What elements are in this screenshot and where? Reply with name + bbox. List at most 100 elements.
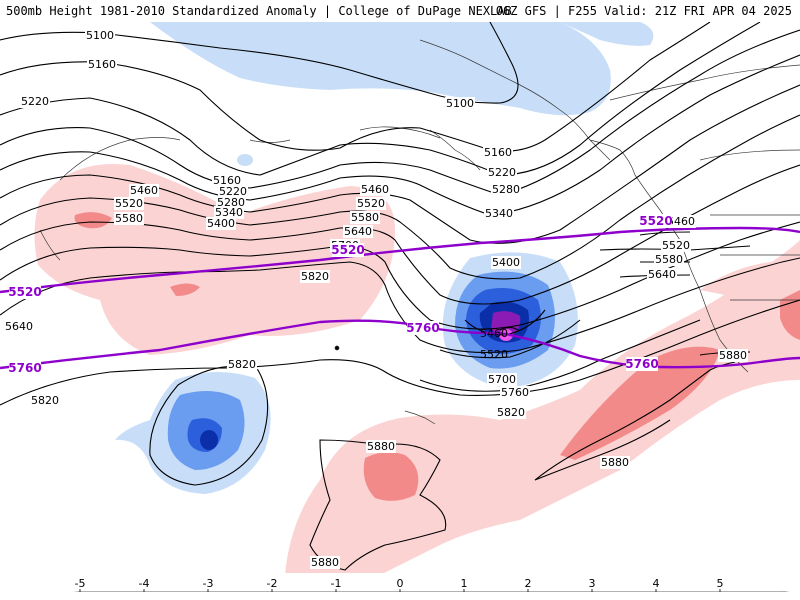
svg-text:5580: 5580 (351, 211, 379, 224)
purple-label: 5520 (8, 285, 42, 299)
contour-label: 5160 (483, 146, 513, 159)
colorbar-tick-label: -4 (139, 577, 150, 590)
contour-label: 5220 (20, 95, 50, 108)
contour-label: 5220 (487, 166, 517, 179)
contour-label: 5340 (484, 207, 514, 220)
svg-text:5760: 5760 (625, 357, 658, 371)
colorbar-tick-label: -5 (75, 577, 86, 590)
purple-label: 5520 (331, 243, 365, 257)
colorbar-tick-label: 2 (525, 577, 532, 590)
purple-contours (0, 226, 800, 370)
contour-label: 5100 (445, 97, 475, 110)
svg-text:5340: 5340 (215, 206, 243, 219)
colorbar-tick-label: 1 (461, 577, 468, 590)
svg-text:5820: 5820 (31, 394, 59, 407)
contour-label: 5520 (114, 197, 144, 210)
model-run-info: 06Z GFS | F255 Valid: 21Z FRI APR 04 202… (495, 4, 792, 18)
svg-text:5820: 5820 (497, 406, 525, 419)
svg-text:5520: 5520 (8, 285, 41, 299)
purple-label-layer: 5520 5520 5520 5760 5760 5760 (8, 214, 673, 375)
contour-label: 5520 (356, 197, 386, 210)
colorbar-tick-label: -1 (331, 577, 342, 590)
svg-text:5820: 5820 (228, 358, 256, 371)
colorbar-ticks: -5 -4 -3 -2 -1 0 1 2 3 4 5 (75, 577, 724, 592)
contour-label: 5400 (206, 217, 236, 230)
svg-text:5760: 5760 (8, 361, 41, 375)
colorbar-tick-label: 5 (717, 577, 724, 590)
svg-text:5100: 5100 (446, 97, 474, 110)
svg-text:5580: 5580 (655, 253, 683, 266)
svg-text:5160: 5160 (213, 174, 241, 187)
svg-text:5520: 5520 (639, 214, 672, 228)
svg-text:5640: 5640 (5, 320, 33, 333)
contour-label: 5820 (227, 358, 257, 371)
svg-text:5220: 5220 (21, 95, 49, 108)
svg-text:5220: 5220 (219, 185, 247, 198)
svg-text:5880: 5880 (601, 456, 629, 469)
svg-text:5100: 5100 (86, 29, 114, 42)
contour-label: 5580 (114, 212, 144, 225)
contour-label: 5160 (212, 174, 242, 187)
map-title: 500mb Height 1981-2010 Standardized Anom… (6, 4, 512, 18)
svg-text:5160: 5160 (484, 146, 512, 159)
svg-text:5760: 5760 (501, 386, 529, 399)
contour-label: 5880 (310, 556, 340, 569)
purple-label: 5760 (8, 361, 42, 375)
contour-label: 5460 (360, 183, 390, 196)
contour-label: 5460 (666, 215, 696, 228)
contour-label: 5700 (487, 373, 517, 386)
svg-text:5520: 5520 (662, 239, 690, 252)
contour-label: 5820 (496, 406, 526, 419)
contour-label: 5280 (216, 196, 246, 209)
svg-text:5520: 5520 (115, 197, 143, 210)
contour-label: 5760 (500, 386, 530, 399)
contour-label: 5640 (343, 225, 373, 238)
svg-text:5460: 5460 (130, 184, 158, 197)
map-header: 500mb Height 1981-2010 Standardized Anom… (0, 0, 800, 23)
svg-text:5580: 5580 (115, 212, 143, 225)
pos-anomaly-north-pacific (34, 164, 395, 355)
colorbar-tick-label: 4 (653, 577, 660, 590)
contour-label: 5160 (87, 58, 117, 71)
svg-text:5520: 5520 (480, 348, 508, 361)
contour-label: 5820 (30, 394, 60, 407)
contour-label: 5280 (491, 183, 521, 196)
svg-text:5400: 5400 (207, 217, 235, 230)
colorbar-tick-label: 3 (589, 577, 596, 590)
contour-label: 5220 (218, 185, 248, 198)
colorbar-tick-label: -2 (267, 577, 278, 590)
svg-text:5460: 5460 (480, 327, 508, 340)
svg-text:5820: 5820 (301, 270, 329, 283)
contour-label: 5640 (647, 268, 677, 281)
colorbar-tick-label: 0 (397, 577, 404, 590)
contour-label: 5520 (661, 239, 691, 252)
contour-label: 5100 (85, 29, 115, 42)
svg-text:5700: 5700 (488, 373, 516, 386)
svg-text:5880: 5880 (311, 556, 339, 569)
svg-text:5340: 5340 (485, 207, 513, 220)
contour-label: 5640 (4, 320, 34, 333)
svg-text:5280: 5280 (217, 196, 245, 209)
contour-label: 5400 (491, 256, 521, 269)
svg-text:5460: 5460 (361, 183, 389, 196)
contour-label: 5340 (214, 206, 244, 219)
colorbar: -5 -4 -3 -2 -1 0 1 2 3 4 5 (0, 573, 800, 592)
contour-label-layer: 5100 5160 5220 5100 5160 5220 5280 5340 … (4, 29, 748, 569)
svg-text:5520: 5520 (331, 243, 364, 257)
contour-label: 5880 (600, 456, 630, 469)
neg-anomaly-alaska (150, 22, 611, 116)
purple-label: 5760 (625, 357, 659, 371)
svg-text:5280: 5280 (492, 183, 520, 196)
svg-text:5220: 5220 (488, 166, 516, 179)
purple-label: 5520 (639, 214, 673, 228)
svg-text:5760: 5760 (406, 321, 439, 335)
svg-text:5160: 5160 (88, 58, 116, 71)
purple-label: 5760 (406, 321, 440, 335)
svg-text:5400: 5400 (492, 256, 520, 269)
svg-text:5880: 5880 (367, 440, 395, 453)
islands (334, 345, 436, 425)
svg-text:5640: 5640 (344, 225, 372, 238)
contour-label: 5880 (366, 440, 396, 453)
anomaly-map: 5100 5160 5220 5100 5160 5220 5280 5340 … (0, 22, 800, 592)
contour-label: 5460 (129, 184, 159, 197)
